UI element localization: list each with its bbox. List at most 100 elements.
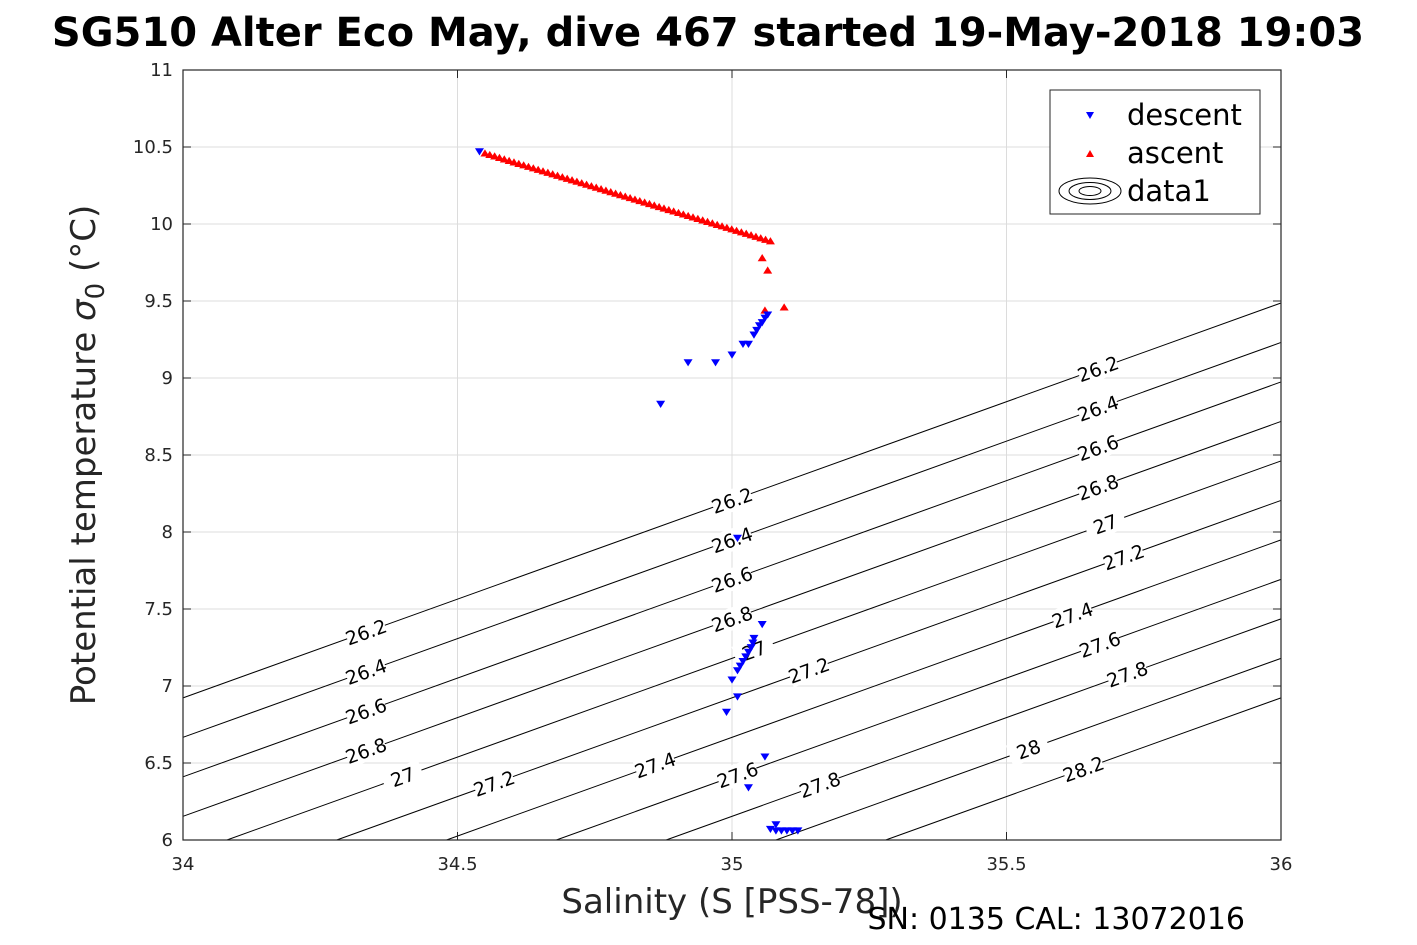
descent-point [474,148,484,156]
contour-label-bg [1104,657,1150,692]
contour-label: 27.4 [632,748,679,783]
ascent-point [722,223,732,231]
x-tick-label: 34.5 [437,854,477,875]
ascent-point [572,177,582,185]
descent-point [683,359,693,367]
ascent-point [548,170,558,178]
ascent-point [611,189,621,197]
contour-line [665,618,1282,841]
contour-label: 26.2 [343,615,390,650]
ascent-point [596,185,606,193]
ascent-point [499,155,509,163]
ascent-point [514,159,524,167]
ascent-point [732,226,742,234]
descent-point [757,319,767,327]
ascent-point [533,165,543,173]
contour-label: 26.6 [343,694,390,729]
contour-label: 26.2 [1075,352,1122,387]
ascent-point [538,167,548,175]
ascent-point [712,220,722,228]
ascent-point [635,196,645,205]
contour-label-bg [1049,597,1095,633]
contour-label-bg [1075,391,1121,426]
ascent-point [707,219,717,227]
ascent-point [567,176,577,184]
descent-point [763,311,773,319]
ascent-point [779,303,789,311]
ascent-point [519,161,529,169]
descent-point [722,708,732,717]
x-tick-label: 35.5 [986,854,1026,875]
contour-label-bg [471,766,517,801]
legend-descent-label: descent [1127,98,1242,132]
contour-label: 27.4 [1049,598,1096,633]
descent-point [757,621,767,629]
ascent-point [644,199,654,208]
contour-label: 28.2 [1060,752,1107,787]
descent-point [656,400,666,409]
legend-descent-marker [1086,112,1094,119]
ascent-point [703,217,713,225]
descent-point [741,653,751,661]
x-axis-label: Salinity (S [PSS-78]) [561,882,902,922]
y-tick-label: 9.5 [144,291,173,312]
descent-point [743,784,753,792]
contour-label: 27.8 [797,768,844,803]
ascent-point [717,222,727,230]
contour-label-bg [632,747,678,783]
y-tick-label: 6.5 [144,753,173,774]
ascent-point [591,183,601,191]
contour-label-bg [1075,351,1121,386]
descent-point [727,676,737,684]
contour-line [556,578,1282,841]
descent-point [735,662,745,670]
ascent-point [693,214,703,222]
descent-point [738,657,748,666]
y-tick-label: 6 [162,830,173,851]
ascent-point [528,164,538,172]
ascent-point [756,234,766,242]
descent-point [748,639,758,647]
descent-point [771,821,781,829]
descent-point [732,667,742,675]
ascent-point [678,210,688,218]
contour-label: 26.8 [343,734,390,769]
contour-label: 27.8 [1104,658,1151,693]
contour-label-bg [797,767,843,802]
ascent-point [620,192,630,200]
y-tick-label: 10 [150,214,173,235]
y-axis-label: Potential temperature σ0 (°C) [64,205,111,705]
contour-label-bg [1082,506,1128,542]
contour-label-bg [343,614,389,650]
y-ticks: 6 6.5 7 7.5 8 8.5 9 9.5 10 10.5 11 [133,60,1281,851]
ascent-point [683,211,693,220]
ascent-point [553,171,563,179]
ascent-point [586,182,596,190]
ascent-point [654,202,664,211]
descent-point [732,693,742,701]
chart-title: SG510 Alter Eco May, dive 467 started 19… [52,10,1364,56]
y-axis-label-subscript: 0 [81,283,111,300]
contour-label: 27.6 [1077,628,1124,663]
descent-point [743,648,753,656]
contour-label-bg [1075,470,1121,505]
y-axis-label-text: Potential temperature [64,321,104,705]
ascent-point [727,225,737,233]
ascent-point [494,153,504,161]
contour-label-bg [380,759,426,794]
data-markers [474,148,803,835]
contour-label-bg [343,693,389,729]
ascent-point [741,229,751,237]
ascent-point [761,235,771,243]
contour-label-bg [1101,539,1147,575]
ascent-point [688,213,698,221]
contour-label: 27.6 [714,758,761,793]
ascent-point [577,179,587,187]
contour-label-bg [709,601,755,636]
ascent-point [763,266,773,274]
contour-label-bg [1075,430,1121,465]
legend-box [1049,89,1261,215]
legend-contour-icon [1058,177,1122,205]
ascent-point [736,228,746,236]
